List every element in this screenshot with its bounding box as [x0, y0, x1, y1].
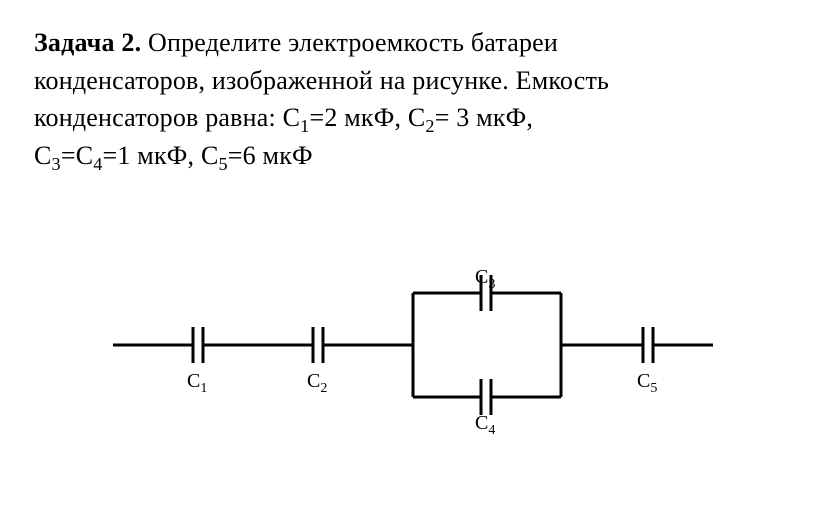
problem-statement: Задача 2. Определите электроемкость бата…	[34, 24, 792, 175]
circuit-svg: C1 C2 C3 C4 C5	[103, 225, 723, 445]
label-c1: C1	[187, 370, 207, 396]
c2-sym: С	[408, 103, 426, 132]
text-line2: конденсаторов, изображенной на рисунке. …	[34, 66, 609, 95]
c2-sub: 2	[425, 117, 434, 137]
label-c3: C3	[475, 266, 495, 292]
c3-mid: =С	[61, 141, 93, 170]
c1-sym: С	[283, 103, 301, 132]
c3-sub: 3	[52, 154, 61, 174]
text-line1a: Определите электроемкость батареи	[141, 28, 558, 57]
c3-sym: С	[34, 141, 52, 170]
c5-sym: С	[201, 141, 219, 170]
c1-rhs: =2 мкФ,	[309, 103, 407, 132]
task-label: Задача 2.	[34, 28, 141, 57]
c2-rhs: = 3 мкФ,	[435, 103, 533, 132]
text-line3-prefix: конденсаторов равна:	[34, 103, 283, 132]
page-container: Задача 2. Определите электроемкость бата…	[0, 0, 826, 469]
c4-sub: 4	[93, 154, 102, 174]
c5-sub: 5	[218, 154, 227, 174]
circuit-figure: C1 C2 C3 C4 C5	[34, 225, 792, 445]
c34-rhs: =1 мкФ,	[103, 141, 201, 170]
label-c5: C5	[637, 370, 657, 396]
label-c2: C2	[307, 370, 327, 396]
c5-rhs: =6 мкФ	[228, 141, 313, 170]
label-c4: C4	[475, 412, 495, 438]
